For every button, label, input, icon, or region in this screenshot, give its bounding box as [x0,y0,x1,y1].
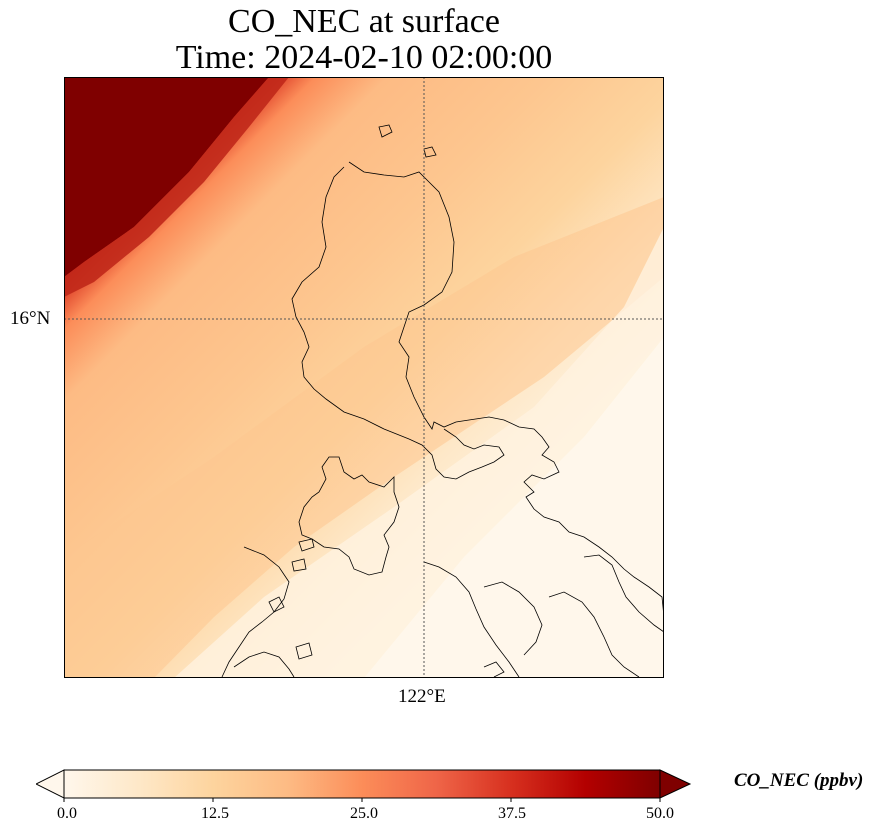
colorbar-gradient [63,769,661,799]
high-concentration-plume [64,77,269,277]
concentration-band [64,197,664,678]
colorbar-tick-0: 0.0 [57,805,77,822]
western-islands [268,538,315,660]
lat-tick-label: 16°N [10,308,51,329]
colorbar-tick-2: 25.0 [350,805,378,822]
map-title-line2: Time: 2024-02-10 02:00:00 [175,39,553,76]
colorbar-tick-3: 37.5 [498,805,526,822]
luzon-mainland [291,166,505,480]
colorbar [36,769,692,802]
colorbar-tick-4: 50.0 [646,805,674,822]
map-border [64,77,664,678]
plume-edge [64,77,289,297]
colorbar-tick-1: 12.5 [201,805,229,822]
lowest-concentration-region [364,337,664,678]
colorbar-tick-marks [63,798,661,802]
colorbar-extend-min [36,769,65,799]
map-title-line1: CO_NEC at surface [228,3,500,40]
colorbar-label: CO_NEC (ppbv) [734,770,864,791]
lon-tick-label: 122°E [398,686,446,707]
coastlines [221,124,664,678]
luzon-coastline [298,161,664,618]
visayas-coastline [423,554,664,678]
colorbar-extend-max [659,769,692,799]
northern-islets [378,124,437,158]
map-plot-area [64,77,664,678]
southern-coast [233,651,295,678]
